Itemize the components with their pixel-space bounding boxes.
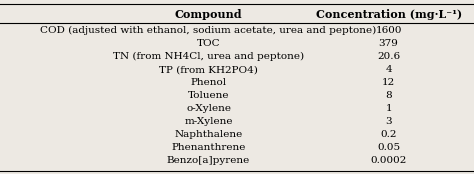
Text: 0.0002: 0.0002: [371, 156, 407, 165]
Text: 20.6: 20.6: [377, 52, 400, 61]
Text: 0.2: 0.2: [381, 130, 397, 139]
Text: Phenanthrene: Phenanthrene: [172, 143, 246, 152]
Text: 12: 12: [382, 78, 395, 87]
Text: 0.05: 0.05: [377, 143, 400, 152]
Text: Naphthalene: Naphthalene: [174, 130, 243, 139]
Text: m-Xylene: m-Xylene: [184, 117, 233, 126]
Text: Phenol: Phenol: [191, 78, 227, 87]
Text: 4: 4: [385, 65, 392, 74]
Text: 1: 1: [385, 104, 392, 113]
Text: COD (adjusted with ethanol, sodium acetate, urea and peptone): COD (adjusted with ethanol, sodium aceta…: [40, 26, 377, 35]
Text: 3: 3: [385, 117, 392, 126]
Text: Benzo[a]pyrene: Benzo[a]pyrene: [167, 156, 250, 165]
Text: o-Xylene: o-Xylene: [186, 104, 231, 113]
Text: Toluene: Toluene: [188, 91, 229, 100]
Text: 1600: 1600: [375, 26, 402, 35]
Text: TP (from KH2PO4): TP (from KH2PO4): [159, 65, 258, 74]
Text: TN (from NH4Cl, urea and peptone): TN (from NH4Cl, urea and peptone): [113, 52, 304, 61]
Text: Compound: Compound: [175, 9, 242, 20]
Text: 8: 8: [385, 91, 392, 100]
Text: TOC: TOC: [197, 39, 220, 48]
Text: Concentration (mg·L⁻¹): Concentration (mg·L⁻¹): [316, 9, 462, 20]
Text: 379: 379: [379, 39, 399, 48]
